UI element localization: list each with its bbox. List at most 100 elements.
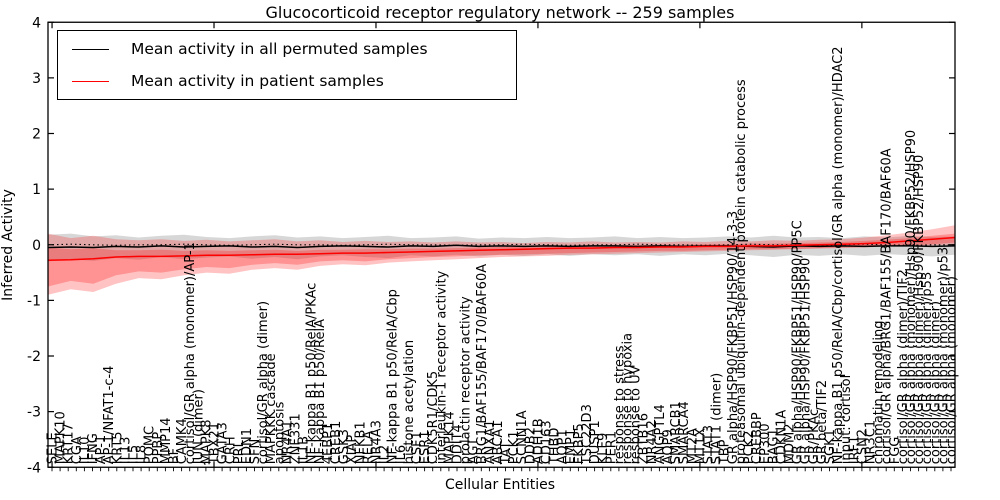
x-tick-label: MAPK8 [199,420,214,465]
legend: Mean activity in all permuted samples Me… [57,30,517,100]
x-tick-label: CD163 [540,420,555,464]
x-tick-label: IL6 [394,445,409,464]
x-tick-label: ABCA1 [491,420,506,464]
x-tick-label: cortisol/GR alpha (monomer)/Hsp90/FKBP52… [904,130,919,464]
x-tick-label: response to hypoxia [621,333,636,464]
x-tick-label: response to UV [629,365,644,464]
x-tick-label: ESR1 [418,430,433,464]
chart-title: Glucocorticoid receptor regulatory netwo… [265,3,735,22]
x-tick-label: SMARCA4 [677,401,692,464]
x-tick-label: ZBTB16 [637,413,652,464]
svg-text:-3: -3 [27,405,41,421]
x-tick-label: cortisol/GR alpha (dimer)/TIF2 [896,269,911,464]
x-tick-label: GSK3 [337,429,352,464]
x-tick-label: IL13 [118,437,133,465]
x-tick-label: NR4A1 [280,420,295,464]
x-tick-label: FGG [888,437,903,465]
svg-text:4: 4 [32,15,41,31]
x-tick-label: cortisol/GR alpha (monomer)/p53 [936,247,951,464]
x-tick-label: XIAP [345,435,360,465]
x-tick-label: CREB1 [329,421,344,465]
x-tick-label: response to stress [612,345,627,464]
top-ticks [51,22,863,468]
x-tick-label: MAPK14 [442,411,457,464]
x-tick-label: AGT [467,438,482,464]
x-tick-label: NF-kappa B1 p50/RelA [313,319,328,464]
x-tick-label: cortisol/GR alpha (monomer) [945,276,960,464]
x-tick-label: GR alpha/HSP90/FKBP51/HSP90 [799,258,814,465]
x-tick-label: IL5 [127,445,142,464]
x-tick-label: TBP [718,439,733,465]
x-tick-label: MT2A [685,428,700,464]
x-tick-label: GR beta/TIF2 [815,380,830,464]
series-mean-activity-in-patient-samples [47,236,956,262]
svg-text:-2: -2 [27,349,41,365]
x-axis-label: Cellular Entities [444,477,556,493]
x-tick-label: histone acetylation [402,340,417,464]
x-tick-label: ZNF331 [289,413,304,464]
x-tick-label: BRG1/BAF155/BAF170/BAF60A [475,264,490,464]
x-tick-label: CDK5R1/CDK5 [426,371,441,464]
x-tick-label: CAMK4 [175,418,190,464]
x-tick-label: STAT1 (dimer) [710,373,725,464]
x-tick-label: IL10 [78,437,93,465]
x-tick-label: CSN2 [855,429,870,464]
x-tick-label: SGK1 [823,429,838,464]
permuted-line-swatch [72,48,109,50]
x-tick-label: cortisol/GR alpha (dimer) [928,301,943,464]
x-tick-label: EDN1 [240,428,255,464]
x-tick-label: MAPKKK cascade [264,353,279,464]
svg-text:-1: -1 [27,293,41,309]
x-tick-label: RELA [361,430,376,464]
x-tick-label: GR alpha/HSP90/FKBP51/HSP90/PP5C [791,220,806,464]
x-tick-label: CRH [224,436,239,464]
category-ticks [51,467,952,472]
x-tick-label: TAT [499,441,514,465]
x-tick-label: AP-1/NFAT1-c-4 [102,366,117,465]
x-tick-label: NR3C1 [864,420,879,464]
x-tick-label: KRT5 [110,431,125,464]
x-tick-label: DDIT4 [451,424,466,464]
series-lines [47,236,956,262]
y-axis-label: Inferred Activity [0,189,16,301]
series-mean-activity-in-all-permuted-samples [47,244,956,249]
x-tick-label: NR4A3 [370,420,385,464]
x-tick-label: NR4A2 [645,420,660,464]
x-tick-label: MT1X [693,428,708,464]
x-tick-label: AP-1 [94,435,109,464]
x-tick-label: EP300 [758,423,773,464]
x-tick-label: NF-kappa B1 p50/RelA/Cbp/cortisol/GR alp… [831,47,846,465]
x-tick-label: ADH1B [531,418,546,464]
x-tick-label: MDM2 [783,424,798,465]
x-tick-label: apoptosis [272,401,287,464]
x-tick-label: chromatin remodeling [872,321,887,465]
x-tick-label: PCK2 [742,431,757,465]
x-tick-label: AQP1 [556,429,571,464]
x-tick-label: ANXA1 [483,420,498,465]
svg-text:3: 3 [32,71,41,87]
svg-text:1: 1 [32,182,41,198]
x-tick-label: DUSP1 [588,420,603,464]
x-tick-label: KLF9 [596,433,611,465]
x-tick-label: cortisol/GR alpha (monomer)/AP-1 [183,242,198,464]
x-tick-label: input: cortisol [839,375,854,464]
x-tick-label: THBD [548,428,563,466]
x-tick-label: SFN [248,439,263,464]
x-tick-label: IL8 [135,445,150,464]
x-tick-label: TBX21 [208,422,223,465]
x-tick-label: IFNG [86,433,101,464]
x-tick-label: FKBP5 [572,423,587,464]
x-tick-label: SCNN1A [515,410,530,464]
x-tick-label: STAT3 [702,425,717,464]
x-tick-label: CDKN1A [774,410,789,465]
x-tick-label: JUN (dimer) [191,389,206,465]
x-tick-label: IRF1 [847,436,862,465]
x-tick-label: CGA [70,436,85,464]
legend-entry-permuted: Mean activity in all permuted samples [58,40,516,58]
patient-line-swatch [72,80,109,82]
svg-text:0: 0 [32,238,41,254]
x-tick-label: cortisol/GR alpha (dimer)/Hsp90/FKBP52/H… [912,155,927,465]
x-tick-label: CREBBP [750,412,765,464]
x-tick-label: cortisol/GR alpha (dimer)/p53 [920,272,935,464]
